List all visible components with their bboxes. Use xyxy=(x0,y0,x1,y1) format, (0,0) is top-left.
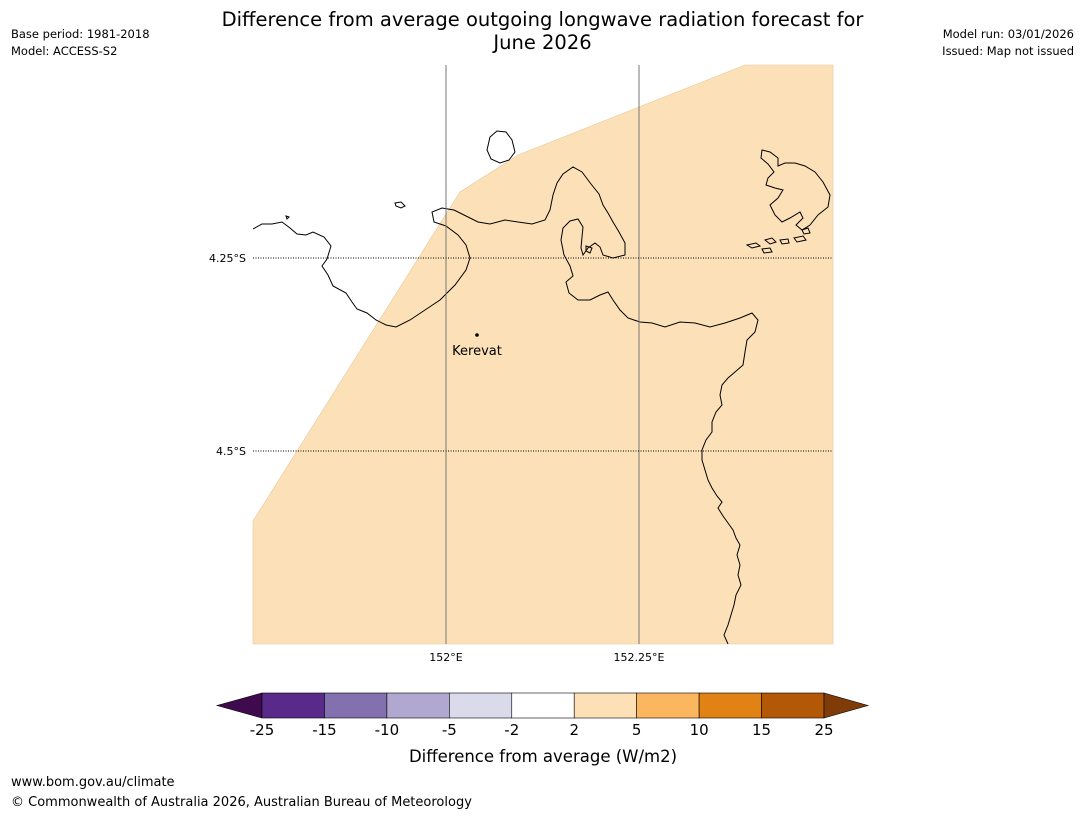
coastline-duke-islet-3 xyxy=(779,238,790,245)
coastline-islet-tiny xyxy=(285,215,290,220)
model-run: Model run: 03/01/2026 xyxy=(942,27,1074,41)
lat-label-4-25s: 4.25°S xyxy=(209,252,246,265)
colorbar-swatch xyxy=(573,692,637,719)
coastline-duke-of-york-main xyxy=(760,149,831,231)
colorbar-swatch xyxy=(449,692,513,719)
legend-title: Difference from average (W/m2) xyxy=(409,747,677,766)
colorbar-legend: -25 -15 -10 -5 -2 2 5 10 15 25 xyxy=(215,692,870,739)
coastline-duke-islet-4 xyxy=(793,235,807,243)
forecast-fill-region xyxy=(252,64,834,645)
lon-label-152e: 152°E xyxy=(429,651,462,664)
colorbar-tick-label: -5 xyxy=(442,721,457,739)
colorbar-swatch xyxy=(324,692,388,719)
colorbar-swatch xyxy=(761,692,825,719)
colorbar-tick-label: -25 xyxy=(250,721,275,739)
town-label-kerevat: Kerevat xyxy=(452,344,502,359)
colorbar-swatch xyxy=(511,692,575,719)
meta-right: Model run: 03/01/2026 Issued: Map not is… xyxy=(942,26,1074,60)
lat-label-4-5s: 4.5°S xyxy=(216,445,246,458)
colorbar-tick-label: 5 xyxy=(632,721,642,739)
map-title: Difference from average outgoing longwav… xyxy=(180,8,905,54)
coastline-cove xyxy=(585,245,593,254)
coastline-duke-islet-6 xyxy=(801,227,811,235)
base-period: Base period: 1981-2018 xyxy=(11,27,150,41)
model-name: Model: ACCESS-S2 xyxy=(11,44,118,58)
colorbar-tick-label: 25 xyxy=(814,721,833,739)
issued-status: Issued: Map not issued xyxy=(942,44,1074,58)
footer-copyright: © Commonwealth of Australia 2026, Austra… xyxy=(11,795,472,810)
coastlines xyxy=(253,130,831,644)
colorbar-tick-label: -2 xyxy=(504,721,519,739)
footer-url: www.bom.gov.au/climate xyxy=(11,775,175,790)
lon-label-152-25e: 152.25°E xyxy=(614,651,665,664)
coastline-duke-islet-2 xyxy=(763,237,777,245)
coastline-islet-west xyxy=(394,201,406,209)
colorbar-swatch xyxy=(386,692,450,719)
colorbar-tick-label: -10 xyxy=(375,721,400,739)
title-line-1: Difference from average outgoing longwav… xyxy=(221,8,864,31)
colorbar-tick-label: -15 xyxy=(312,721,337,739)
colorbar-swatch xyxy=(636,692,700,719)
town-marker-kerevat xyxy=(475,333,479,337)
coastline-duke-islet-1 xyxy=(745,242,762,249)
coastline-gazelle-peninsula xyxy=(253,166,759,644)
coastline-small-island-north xyxy=(486,130,516,164)
meta-left: Base period: 1981-2018 Model: ACCESS-S2 xyxy=(11,26,150,60)
colorbar-arrow-low xyxy=(215,692,263,719)
colorbar-swatch xyxy=(261,692,325,719)
colorbar-tick-label: 2 xyxy=(569,721,579,739)
colorbar-arrow-high xyxy=(823,692,870,719)
colorbar-tick-label: 10 xyxy=(690,721,709,739)
colorbar-swatch xyxy=(698,692,762,719)
coastline-duke-islet-5 xyxy=(761,247,773,254)
colorbar-tick-label: 15 xyxy=(752,721,771,739)
title-line-2: June 2026 xyxy=(493,31,592,54)
